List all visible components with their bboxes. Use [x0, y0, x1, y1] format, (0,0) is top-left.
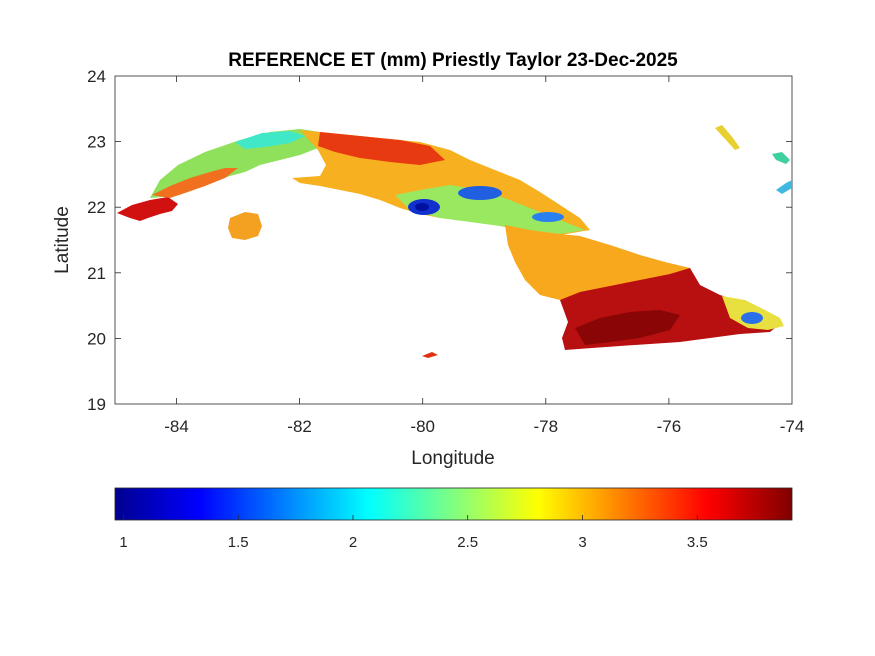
low-et-core-3 [532, 212, 564, 222]
colorbar-tick-label: 2.5 [457, 534, 478, 551]
region-pinar-south [152, 168, 238, 198]
y-tick-label: 24 [87, 67, 106, 86]
low-et-core-2 [458, 186, 502, 200]
y-axis-label: Latitude [52, 206, 73, 274]
y-tick-label: 22 [87, 198, 106, 217]
region-isla-juventud [228, 212, 262, 240]
x-axis-label: Longitude [411, 448, 494, 469]
islet-south [422, 352, 438, 358]
colorbar-ticks [123, 515, 698, 520]
low-et-core-1-inner [415, 203, 429, 211]
colorbar-tick-label: 3.5 [687, 534, 708, 551]
cuba-et-field [117, 125, 792, 358]
islet-ne-2 [772, 152, 790, 164]
region-pinar-cyan [235, 131, 305, 149]
x-tick-label: -82 [287, 417, 312, 436]
map-axes: -84 -82 -80 -78 -76 -74 24 23 22 21 20 1… [52, 67, 804, 469]
x-tick-label: -76 [657, 417, 682, 436]
colorbar-tick-label: 3 [578, 534, 586, 551]
colorbar-gradient [114, 487, 793, 521]
islet-ne-3 [776, 180, 792, 194]
region-granma-dark [575, 310, 680, 345]
colorbar-tick-label: 1.5 [228, 534, 249, 551]
y-tick-label: 21 [87, 264, 106, 283]
region-central-green [395, 185, 585, 234]
colorbar-tick-labels: 1 1.5 2 2.5 3 3.5 [119, 534, 707, 551]
colorbar-tick-label: 1 [119, 534, 127, 551]
y-tick-labels: 24 23 22 21 20 19 [87, 67, 106, 414]
x-tick-labels: -84 -82 -80 -78 -76 -74 [164, 417, 804, 436]
region-west-tip [117, 197, 178, 221]
colorbar: 1 1.5 2 2.5 3 3.5 [114, 487, 793, 551]
low-et-core-east [741, 312, 763, 324]
x-tick-label: -74 [780, 417, 805, 436]
plot-area [114, 75, 793, 405]
islet-ne-1 [715, 125, 740, 150]
x-tick-label: -78 [534, 417, 559, 436]
y-tick-label: 23 [87, 133, 106, 152]
map-title: REFERENCE ET (mm) Priestly Taylor 23-Dec… [228, 50, 678, 71]
y-tick-label: 19 [87, 395, 106, 414]
x-tick-label: -84 [164, 417, 189, 436]
colorbar-tick-label: 2 [349, 534, 357, 551]
x-tick-label: -80 [410, 417, 435, 436]
region-north-red [318, 132, 445, 165]
y-tick-label: 20 [87, 329, 106, 348]
axis-ticks [115, 76, 792, 404]
